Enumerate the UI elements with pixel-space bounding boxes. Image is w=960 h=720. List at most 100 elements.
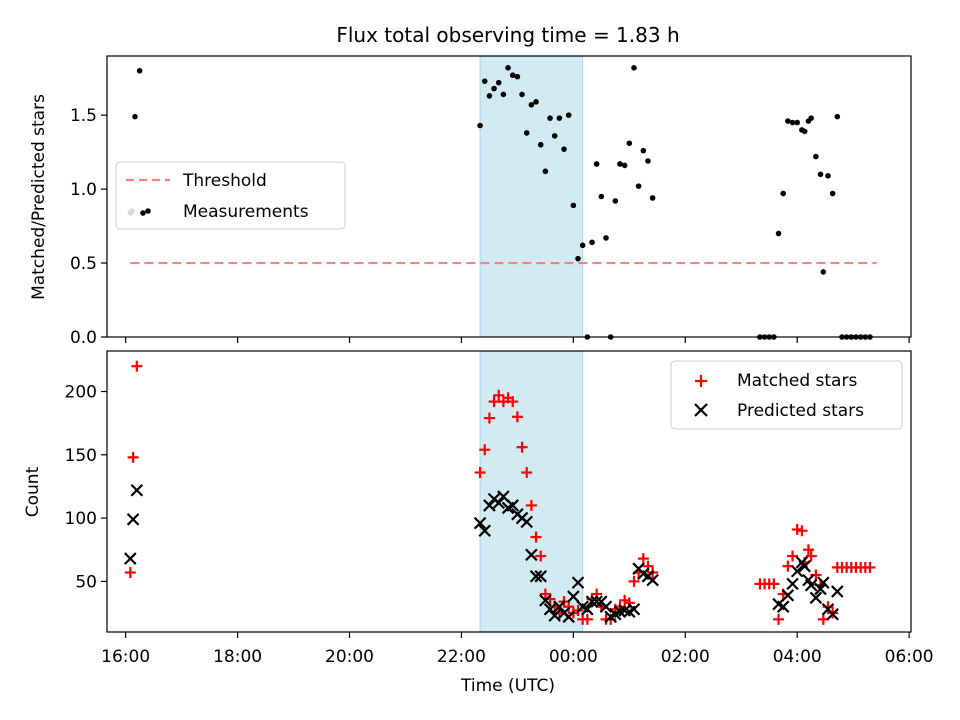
matched-star-point bbox=[474, 467, 486, 479]
predicted-star-point bbox=[543, 602, 557, 616]
top-y-ticks: 0.0 0.5 1.0 1.5 bbox=[70, 106, 107, 348]
x-tick-label: 06:00 bbox=[885, 647, 934, 667]
x-tick-label: 16:00 bbox=[101, 647, 150, 667]
y-tick-label: 50 bbox=[75, 572, 97, 592]
y-tick-label: 0.0 bbox=[70, 328, 97, 348]
matched-stars-legend-swatch bbox=[695, 375, 707, 387]
x-tick-label: 04:00 bbox=[773, 647, 822, 667]
matched-star-point bbox=[131, 360, 143, 372]
predicted-star-point bbox=[817, 576, 830, 589]
threshold-legend-label: Threshold bbox=[182, 171, 267, 191]
bottom-y-axis-label: Count bbox=[23, 466, 43, 517]
measurement-point bbox=[640, 147, 647, 154]
predicted-star-point bbox=[553, 600, 566, 613]
predicted-star-point bbox=[562, 610, 575, 624]
measurement-point bbox=[834, 113, 841, 120]
measurement-point bbox=[551, 133, 558, 139]
measurement-point bbox=[817, 171, 824, 178]
measurement-point bbox=[514, 73, 521, 80]
measurement-point bbox=[785, 118, 791, 124]
predicted-star-point bbox=[786, 577, 799, 591]
matched-star-point bbox=[511, 411, 523, 423]
measurement-point bbox=[533, 99, 539, 105]
y-tick-label: 1.0 bbox=[70, 180, 97, 200]
matched-star-point bbox=[628, 575, 640, 587]
y-tick-label: 1.5 bbox=[70, 106, 97, 126]
measurement-point bbox=[626, 140, 633, 147]
matched-star-point bbox=[773, 613, 785, 625]
measurement-point bbox=[612, 198, 619, 204]
measurement-point bbox=[598, 193, 605, 200]
x-tick-label: 18:00 bbox=[213, 647, 262, 667]
x-tick-label: 02:00 bbox=[661, 647, 710, 667]
measurement-point bbox=[565, 112, 572, 118]
measurements-legend-label: Measurements bbox=[183, 202, 309, 222]
predicted-star-point bbox=[776, 600, 790, 613]
top-axes-frame bbox=[106, 55, 912, 338]
measurement-point bbox=[132, 113, 138, 120]
measurement-point bbox=[500, 91, 507, 98]
measurement-point bbox=[575, 255, 581, 262]
matched-star-point bbox=[530, 531, 542, 543]
measurement-point bbox=[579, 242, 586, 249]
measurement-point bbox=[775, 230, 782, 237]
measurement-point bbox=[617, 161, 623, 167]
measurement-point bbox=[829, 190, 836, 197]
x-axis-label: Time (UTC) bbox=[460, 676, 555, 696]
measurement-point bbox=[136, 67, 143, 74]
measurement-point bbox=[801, 128, 808, 135]
measurement-point bbox=[509, 72, 516, 79]
highlight-band bbox=[479, 55, 584, 338]
y-tick-label: 200 bbox=[65, 383, 97, 403]
predicted-star-point bbox=[567, 590, 580, 603]
predicted-star-point bbox=[581, 602, 594, 616]
matched-star-point bbox=[805, 550, 817, 562]
matched-star-point bbox=[521, 467, 533, 479]
predicted-star-point bbox=[804, 578, 818, 592]
predicted-star-point bbox=[506, 499, 520, 512]
measurement-point bbox=[621, 162, 628, 169]
predicted-star-point bbox=[790, 564, 804, 578]
measurement-point bbox=[589, 239, 595, 246]
predicted-star-point bbox=[126, 513, 140, 526]
predicted-star-point bbox=[492, 496, 506, 510]
predicted-star-point bbox=[809, 591, 823, 605]
predicted-star-point bbox=[646, 573, 659, 587]
predicted-star-point bbox=[130, 483, 144, 497]
measurement-point bbox=[813, 153, 819, 160]
matched-star-point bbox=[493, 389, 505, 401]
predicted-star-point bbox=[814, 582, 827, 596]
measurement-point bbox=[537, 141, 544, 148]
matched-star-point bbox=[127, 451, 139, 463]
predicted-star-point bbox=[585, 595, 599, 608]
measurements-legend-swatch bbox=[145, 208, 151, 214]
measurement-point bbox=[528, 102, 535, 108]
predicted-star-point bbox=[124, 552, 137, 565]
bottom-x-ticks: 16:00 18:00 20:00 22:00 00:00 02:00 04:00 06:00 bbox=[101, 632, 934, 667]
matched-star-point bbox=[581, 613, 593, 625]
y-tick-label: 150 bbox=[65, 446, 97, 466]
predicted-star-point bbox=[520, 515, 533, 529]
predicted-star-point bbox=[599, 600, 613, 613]
measurements-legend-swatch bbox=[140, 210, 146, 216]
matched-star-point bbox=[507, 396, 519, 408]
matched-star-point bbox=[124, 567, 136, 579]
y-tick-label: 100 bbox=[65, 509, 97, 529]
top-y-axis-label: Matched/Predicted stars bbox=[29, 94, 49, 300]
measurement-point bbox=[491, 85, 497, 92]
matched-star-point bbox=[787, 550, 799, 562]
top-legend-box bbox=[115, 161, 346, 230]
predicted-star-point bbox=[525, 548, 538, 562]
measurement-point bbox=[561, 146, 567, 152]
measurement-point bbox=[808, 115, 814, 121]
bottom-y-ticks: 50 100 150 200 bbox=[65, 383, 107, 592]
matched-star-point bbox=[525, 499, 537, 511]
top-chart-title: Flux total observing time = 1.83 h bbox=[336, 23, 679, 47]
x-tick-label: 20:00 bbox=[325, 647, 374, 667]
measurement-point bbox=[495, 79, 502, 86]
predicted-star-point bbox=[534, 570, 547, 583]
matched-star-point bbox=[488, 396, 500, 408]
measurement-point bbox=[789, 119, 796, 126]
matched-star-point bbox=[802, 544, 814, 556]
